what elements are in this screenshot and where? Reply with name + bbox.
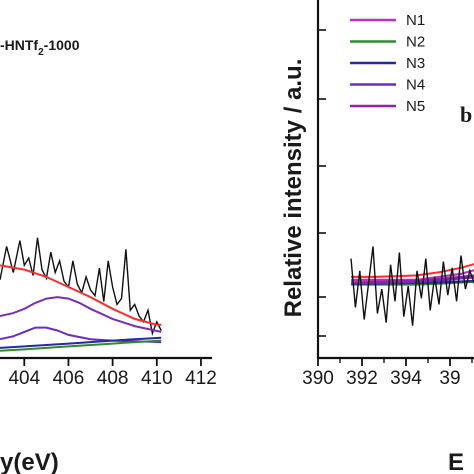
panel-a-x-tick-label: 404 [8, 368, 40, 389]
legend-label-n3: N3 [406, 55, 425, 72]
panel-a-x-axis-title: y(eV) [0, 449, 59, 474]
panel-a-series-3 [0, 326, 162, 344]
panel-b-y-axis-title: Relative intensity / a.u. [280, 59, 307, 318]
panel-b-legend: N1 N2 N3 N4 N5 [350, 12, 425, 115]
panel-b-x-tick-label: 39 [439, 368, 460, 389]
panel-b-x-tick-label: 394 [390, 368, 422, 389]
panel-b: 390 392 394 39 N1 N2 N3 N4 N5 b Relative intens… [280, 0, 474, 474]
panel-a-series-2 [0, 296, 162, 333]
panel-b-series-4 [350, 274, 474, 284]
panel-a: -HNTf2-1000 404 406 408 410 412 y(eV) [0, 37, 217, 474]
legend-label-n4: N4 [406, 77, 425, 94]
panel-b-series-6 [350, 246, 474, 326]
panel-a-x-ticks: 404 406 408 410 412 [8, 358, 217, 389]
panel-b-x-tick-label: 390 [302, 368, 334, 389]
legend-label-n1: N1 [406, 12, 425, 29]
panel-a-title: -HNTf2-1000 [0, 37, 80, 58]
panel-a-x-tick-label: 410 [141, 368, 173, 389]
panel-a-series-1 [0, 264, 162, 326]
panel-a-x-tick-label: 408 [97, 368, 129, 389]
panel-b-plot [350, 246, 474, 326]
panel-b-x-axis-title: E [448, 449, 464, 474]
panel-a-series-5 [0, 339, 162, 352]
panel-b-y-ticks [318, 29, 326, 337]
panel-b-x-tick-label: 392 [346, 368, 378, 389]
panel-a-x-tick-label: 412 [185, 368, 217, 389]
panel-a-series-4 [0, 336, 162, 349]
panel-a-plot [0, 237, 162, 352]
panel-a-x-tick-label: 406 [53, 368, 85, 389]
legend-label-n5: N5 [406, 98, 425, 115]
panel-b-letter: b [460, 102, 472, 127]
legend-label-n2: N2 [406, 34, 425, 51]
panel-b-x-ticks: 390 392 394 39 [302, 358, 473, 389]
